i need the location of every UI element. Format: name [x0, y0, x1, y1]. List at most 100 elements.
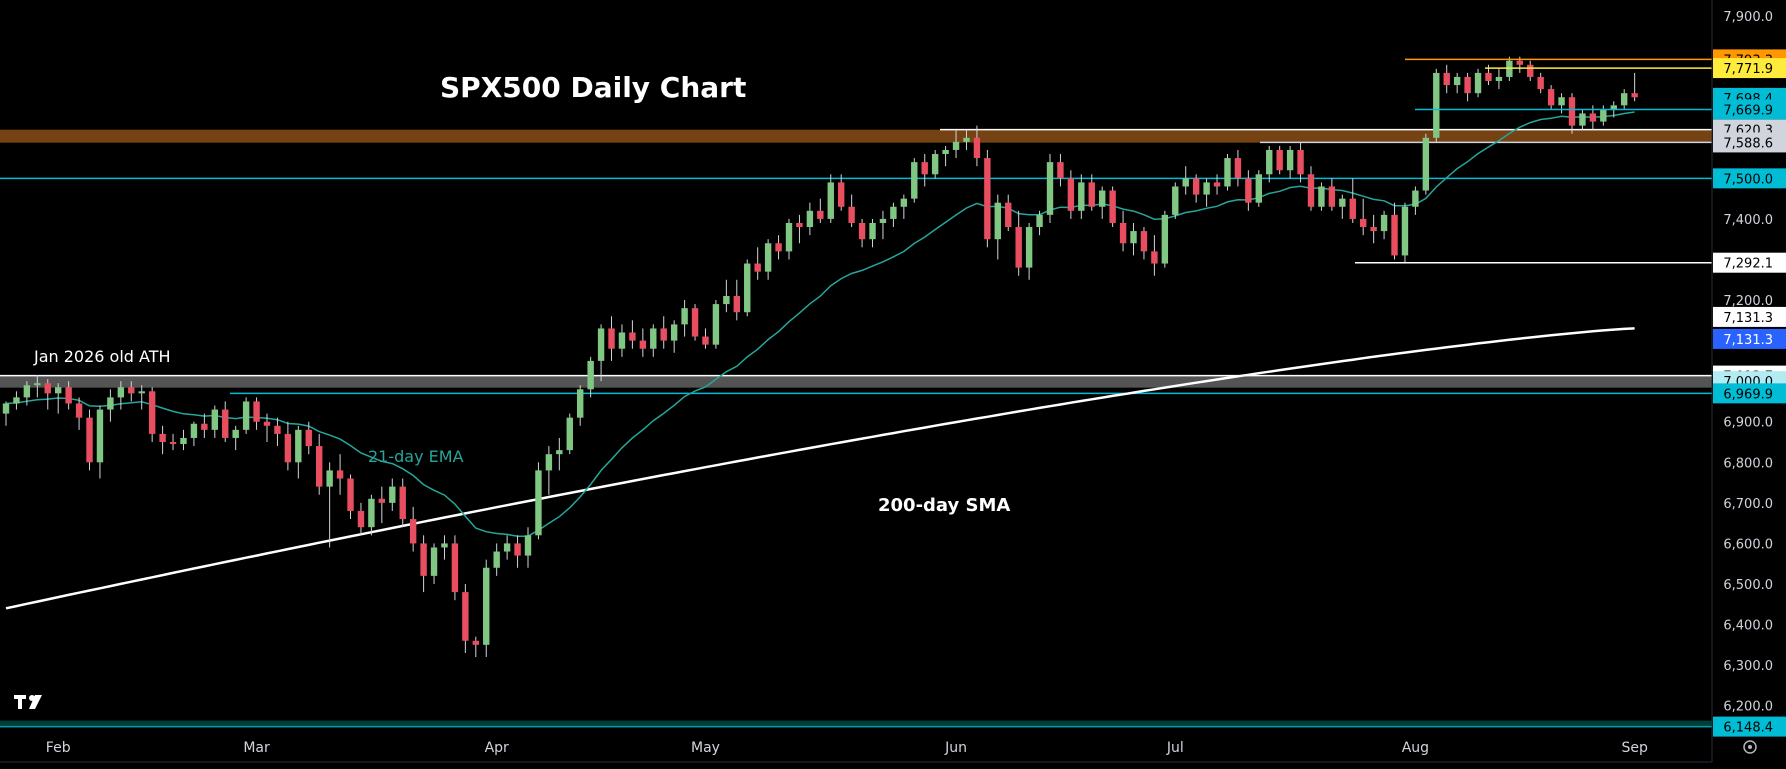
price-tags: 7,793.37,771.97,698.47,669.97,620.37,588… — [1713, 49, 1786, 737]
candle-body — [702, 336, 709, 345]
candle — [556, 437, 563, 471]
candle-body — [1485, 72, 1492, 82]
candle-body — [744, 263, 751, 313]
candle-body — [733, 295, 740, 313]
candle — [1297, 141, 1304, 183]
candle-body — [232, 429, 239, 438]
candle — [838, 174, 845, 211]
candle — [1339, 194, 1346, 219]
candle — [389, 478, 396, 511]
candle — [1380, 210, 1388, 240]
candle-body — [921, 162, 928, 175]
candle — [462, 583, 469, 653]
candle-body — [942, 149, 949, 155]
candle — [1391, 202, 1398, 260]
candle — [117, 381, 125, 410]
price-tag: 6,148.4 — [1713, 716, 1786, 737]
candle-body — [931, 154, 939, 175]
price-tag-label: 7,771.9 — [1723, 62, 1773, 77]
candle — [148, 387, 156, 443]
candle — [754, 247, 761, 280]
x-tick-label: Mar — [243, 740, 270, 756]
candle-body — [1631, 93, 1638, 98]
candle — [1401, 202, 1409, 264]
candle-body — [577, 389, 584, 418]
candle-body — [911, 162, 918, 199]
candle-body — [775, 243, 782, 252]
price-tag-label: 7,131.3 — [1723, 311, 1773, 326]
annotation-sma: 200-day SMA — [878, 495, 1010, 516]
tradingview-logo — [14, 695, 42, 709]
candle-body — [1025, 227, 1033, 268]
candle-body — [1339, 198, 1346, 207]
candle-body — [1391, 214, 1398, 256]
candle — [242, 397, 250, 434]
y-tick-label: 6,800.0 — [1723, 456, 1773, 471]
candle — [629, 320, 636, 349]
candle — [190, 421, 198, 447]
candle — [65, 381, 72, 410]
candle-body — [838, 182, 845, 207]
candle-body — [900, 198, 908, 207]
candle — [796, 214, 803, 244]
candle — [1506, 56, 1513, 82]
candle — [44, 379, 51, 410]
candle-body — [1036, 214, 1043, 228]
candle — [535, 462, 542, 540]
x-tick-label: Feb — [46, 740, 71, 756]
candle — [1349, 178, 1356, 223]
candle-body — [670, 324, 678, 341]
candle — [451, 535, 459, 601]
price-tag-label: 7,131.3 — [1723, 333, 1773, 348]
candle — [483, 559, 490, 657]
candle — [75, 397, 83, 430]
candle-body — [535, 470, 542, 536]
candle — [1443, 64, 1450, 94]
candle-body — [764, 243, 772, 272]
sma-200-path — [5, 327, 1635, 610]
candle-body — [1276, 149, 1283, 171]
candle — [1276, 145, 1283, 175]
price-tag-bg — [1713, 58, 1786, 79]
y-tick-label: 6,700.0 — [1723, 497, 1773, 512]
candle-body — [253, 401, 260, 422]
candle — [1130, 222, 1137, 256]
resistance-zone — [0, 129, 1712, 143]
candle — [1568, 93, 1576, 134]
candle-body — [1015, 227, 1022, 268]
candle-body — [660, 328, 667, 341]
candle-body — [723, 295, 730, 305]
candle-body — [1057, 162, 1064, 179]
candle — [1057, 154, 1064, 187]
candle-body — [44, 383, 51, 394]
candle-body — [1600, 109, 1607, 122]
candle — [514, 535, 521, 568]
y-tick-label: 6,200.0 — [1723, 700, 1773, 715]
candle — [869, 218, 876, 248]
candle-body — [117, 387, 125, 398]
candle — [55, 383, 62, 414]
candle — [1318, 182, 1325, 211]
candle-body — [1266, 149, 1273, 175]
candle — [1360, 198, 1367, 236]
candle-body — [890, 206, 897, 219]
candle — [890, 202, 897, 228]
candle-body — [1140, 231, 1148, 252]
candle-body — [86, 417, 93, 463]
x-tick-label: Aug — [1402, 740, 1429, 756]
candle-body — [441, 543, 448, 548]
candle-body — [1380, 214, 1388, 232]
time-axis[interactable]: Feb Mar Apr May Jun Jul Aug Sep — [0, 740, 1712, 763]
candle-body — [973, 137, 981, 159]
candle — [827, 174, 834, 223]
candle-body — [1558, 97, 1565, 106]
candle-body — [1506, 60, 1513, 77]
candle-body — [1516, 60, 1523, 65]
candle-body — [148, 391, 156, 434]
candle — [712, 300, 720, 349]
candle — [503, 535, 511, 560]
settings-gear-icon[interactable] — [1743, 740, 1757, 754]
candle — [911, 158, 918, 203]
candle-body — [963, 137, 970, 142]
